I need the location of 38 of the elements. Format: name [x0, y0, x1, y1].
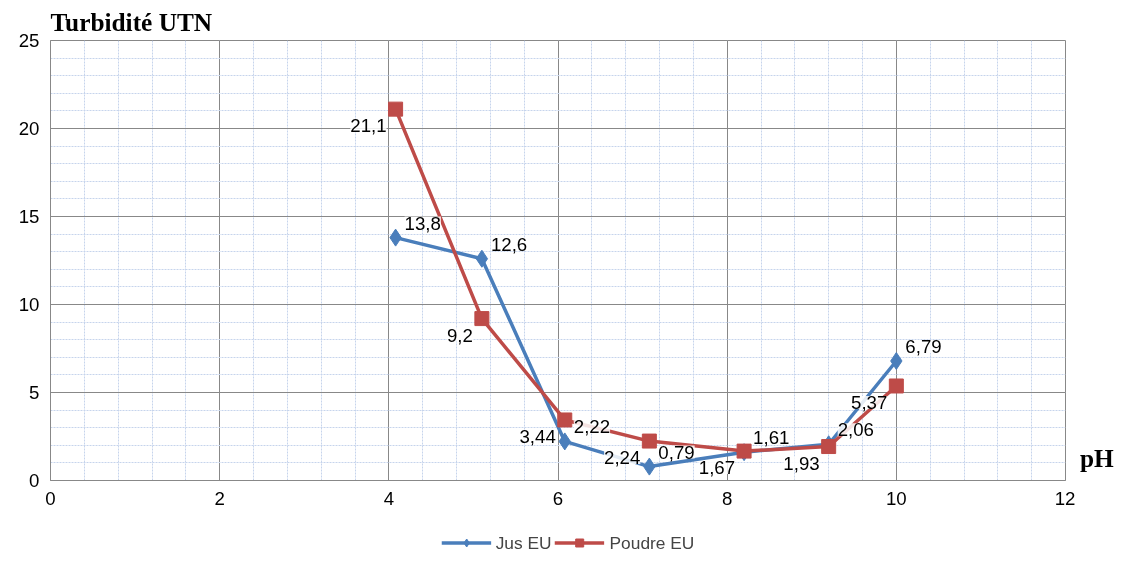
point: [475, 249, 489, 268]
x-tick-label: 4: [383, 487, 395, 509]
point: [641, 433, 657, 449]
point: [388, 101, 404, 117]
x-axis-title: pH: [1080, 443, 1114, 474]
data-label: 0,79: [658, 441, 695, 463]
data-label: 2,22: [573, 416, 611, 438]
data-label: 6,79: [905, 336, 942, 357]
point: [888, 378, 904, 394]
y-tick-label: 15: [18, 206, 40, 227]
data-label: 1,93: [783, 452, 820, 474]
data-label: 1,67: [698, 457, 736, 479]
legend-label: Jus EU: [495, 532, 552, 553]
x-tick-label: 6: [552, 487, 564, 509]
point: [557, 412, 573, 428]
data-label: 9,2: [446, 324, 473, 346]
x-tick-label: 10: [885, 487, 907, 509]
data-label: 2,24: [604, 447, 641, 469]
data-label: 12,6: [490, 233, 528, 255]
x-tick-label: 8: [721, 487, 733, 509]
y-axis-title: Turbidité UTN: [50, 7, 213, 36]
y-tick-label: 20: [18, 118, 40, 139]
data-label: 1,61: [753, 427, 790, 449]
data-label: 5,37: [851, 391, 888, 413]
data-label: 2,06: [837, 419, 874, 441]
data-label: 13,8: [404, 212, 441, 234]
data-label: 3,44: [519, 425, 556, 447]
y-tick-label: 10: [18, 294, 40, 315]
data-label: 21,1: [350, 115, 387, 137]
y-tick-label: 5: [29, 382, 40, 403]
point: [474, 311, 490, 327]
legend-label: Poudre EU: [609, 532, 695, 553]
point: [821, 439, 837, 455]
x-tick-label: 12: [1054, 487, 1076, 509]
y-tick-label: 0: [29, 470, 40, 491]
y-tick-label: 25: [18, 30, 40, 51]
x-tick-label: 0: [45, 487, 56, 509]
x-tick-label: 2: [214, 487, 225, 509]
